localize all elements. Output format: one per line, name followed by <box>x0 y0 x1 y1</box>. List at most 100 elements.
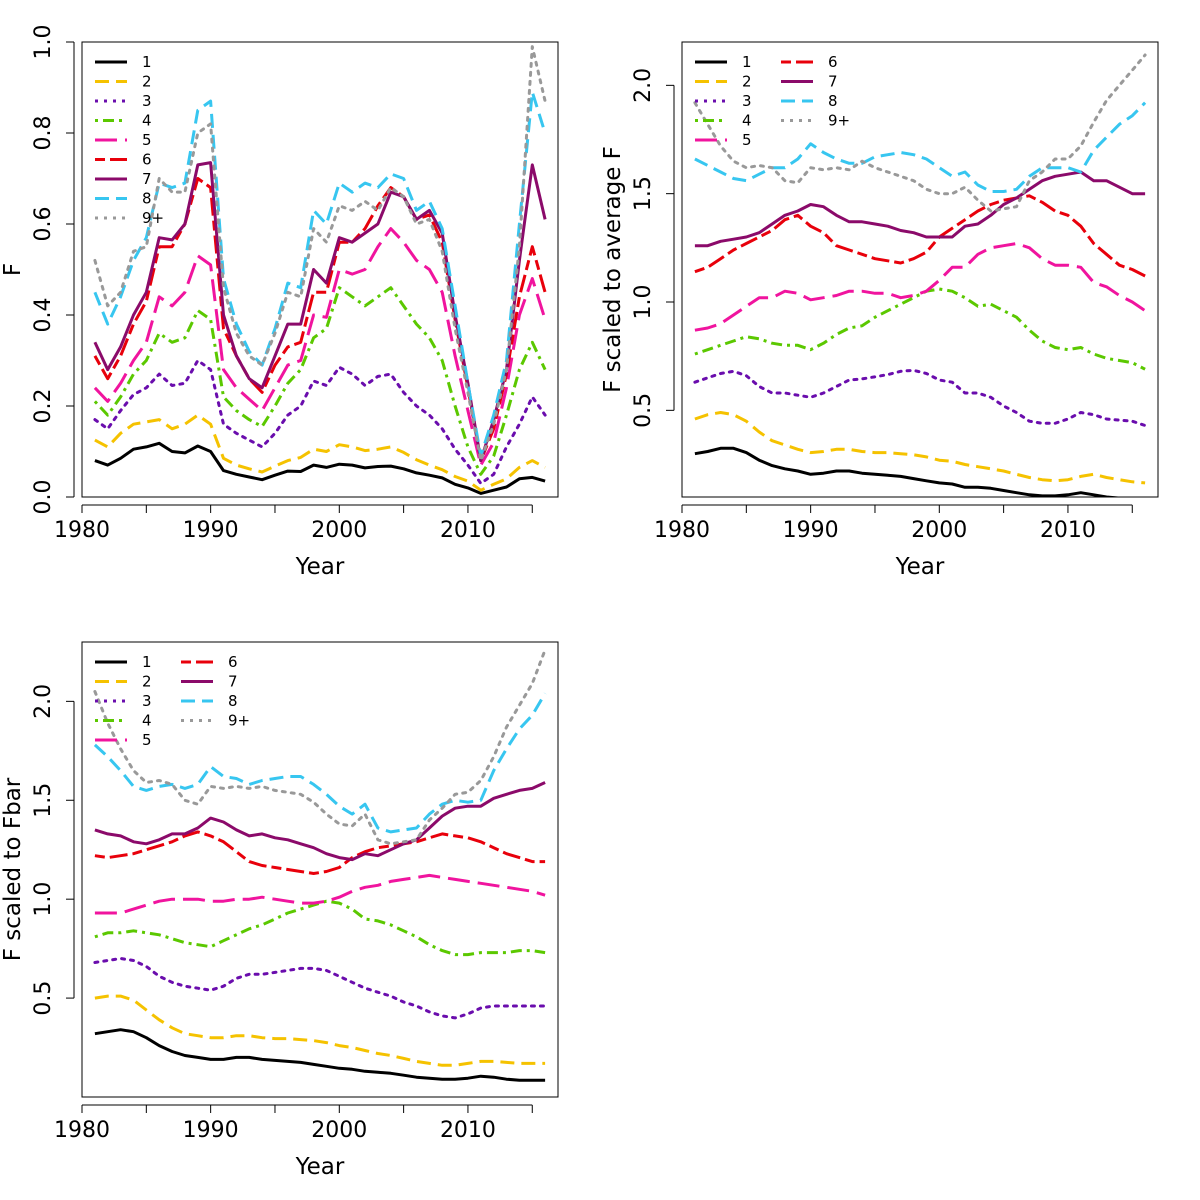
legend-label: 7 <box>828 73 838 91</box>
series-line-9plus <box>93 45 547 463</box>
legend-entry-1: 1 <box>95 53 152 71</box>
legend-label: 8 <box>142 190 152 208</box>
series-line-3 <box>93 359 547 485</box>
legend-label: 3 <box>142 692 152 710</box>
y-tick-label: 0.2 <box>31 389 56 424</box>
chart-panel-3: 1980 1990 2000 2010 Year 0.5 1.0 1.5 2.0 F scaled… <box>0 641 559 1180</box>
legend-label: 9+ <box>142 209 164 227</box>
y-tick-label: 0.4 <box>31 298 56 333</box>
y-tick-label: 0.5 <box>31 981 56 1016</box>
legend-label: 4 <box>742 112 752 130</box>
legend-label: 6 <box>142 151 152 169</box>
legend-entry-2: 2 <box>95 673 152 691</box>
y-tick-label: 0.0 <box>31 480 56 515</box>
legend-entry-9plus: 9+ <box>781 112 850 130</box>
series-line-2 <box>94 994 546 1067</box>
y-tick-label: 0.5 <box>631 393 656 428</box>
legend-entry-4: 4 <box>695 112 752 130</box>
plot-area <box>93 648 547 1082</box>
legend-entry-8: 8 <box>95 190 152 208</box>
y-tick-label: 1.5 <box>631 176 656 211</box>
series-line-8 <box>93 90 547 458</box>
legend-entry-5: 5 <box>695 131 752 149</box>
legend-entry-3: 3 <box>95 692 152 710</box>
x-tick-label: 2000 <box>311 518 367 543</box>
x-tick-label: 2000 <box>911 518 967 543</box>
legend-label: 3 <box>742 92 752 110</box>
series-line-7 <box>694 170 1146 248</box>
legend-label: 2 <box>142 73 152 91</box>
series-line-4 <box>694 287 1146 371</box>
x-tick-label: 1980 <box>654 518 710 543</box>
x-tick-label: 1980 <box>54 518 110 543</box>
legend-entry-1: 1 <box>95 653 152 671</box>
legend-label: 6 <box>228 653 238 671</box>
legend-entry-9plus: 9+ <box>95 209 164 227</box>
series-line-1 <box>694 446 1138 497</box>
plot-area <box>693 53 1147 497</box>
y-tick-label: 0.8 <box>31 116 56 151</box>
legend-entry-6: 6 <box>95 151 152 169</box>
series-line-7 <box>93 161 547 463</box>
y-tick-label: 1.0 <box>31 882 56 917</box>
series-line-5 <box>93 227 547 467</box>
chart-panel-1: 1980 1990 2000 2010 Year 0.0 0.2 0.4 0.6 0.8 1.0 F 1… <box>0 25 559 580</box>
y-axis-title: F scaled to Fbar <box>0 777 26 961</box>
series-line-6 <box>94 830 546 875</box>
series-line-3 <box>93 957 547 1020</box>
legend-entry-2: 2 <box>695 73 752 91</box>
y-tick-label: 1.0 <box>631 285 656 320</box>
legend-label: 1 <box>142 653 152 671</box>
legend-entry-5: 5 <box>95 131 152 149</box>
legend-label: 1 <box>742 53 752 71</box>
legend-entry-4: 4 <box>95 112 152 130</box>
legend-label: 5 <box>142 731 152 749</box>
y-axis-title: F scaled to average F <box>600 146 626 393</box>
x-tick-label: 2010 <box>440 1118 496 1143</box>
x-axis-title: Year <box>895 554 945 580</box>
series-line-1 <box>94 441 546 495</box>
legend-entry-3: 3 <box>695 92 752 110</box>
series-line-8 <box>93 692 547 834</box>
legend-label: 5 <box>142 131 152 149</box>
x-tick-label: 2010 <box>440 518 496 543</box>
y-tick-label: 2.0 <box>631 68 656 103</box>
series-line-9plus <box>93 648 547 846</box>
legend-label: 8 <box>828 92 838 110</box>
plot-frame <box>81 41 559 498</box>
x-tick-label: 2010 <box>1040 518 1096 543</box>
x-tick-label: 1980 <box>54 1118 110 1143</box>
legend-label: 9+ <box>828 112 850 130</box>
x-tick-label: 1990 <box>783 518 839 543</box>
legend-entry-1: 1 <box>695 53 752 71</box>
legend-label: 5 <box>742 131 752 149</box>
legend-label: 2 <box>742 73 752 91</box>
legend-entry-5: 5 <box>95 731 152 749</box>
legend-label: 7 <box>142 170 152 188</box>
series-line-7 <box>94 781 546 862</box>
plot-area <box>93 45 547 495</box>
series-line-3 <box>693 368 1147 427</box>
legend-entry-6: 6 <box>781 53 838 71</box>
series-line-1 <box>94 1028 546 1082</box>
chart-panel-2: 1980 1990 2000 2010 Year 0.5 1.0 1.5 2.0 F scaled… <box>600 41 1159 580</box>
series-line-2 <box>694 411 1146 485</box>
legend-label: 9+ <box>228 712 250 730</box>
legend-label: 4 <box>142 112 152 130</box>
y-tick-label: 1.0 <box>31 25 56 60</box>
legend-entry-9plus: 9+ <box>181 712 250 730</box>
legend-entry-4: 4 <box>95 712 152 730</box>
legend-label: 7 <box>228 673 238 691</box>
x-tick-label: 1990 <box>183 1118 239 1143</box>
plot-frame <box>81 641 559 1098</box>
legend-entry-2: 2 <box>95 73 152 91</box>
series-line-8 <box>694 101 1147 193</box>
plot-frame <box>681 41 1159 498</box>
y-tick-label: 0.6 <box>31 207 56 242</box>
legend-label: 4 <box>142 712 152 730</box>
legend-label: 2 <box>142 673 152 691</box>
legend-label: 8 <box>228 692 238 710</box>
legend-entry-7: 7 <box>181 673 238 691</box>
x-axis-title: Year <box>295 554 345 580</box>
